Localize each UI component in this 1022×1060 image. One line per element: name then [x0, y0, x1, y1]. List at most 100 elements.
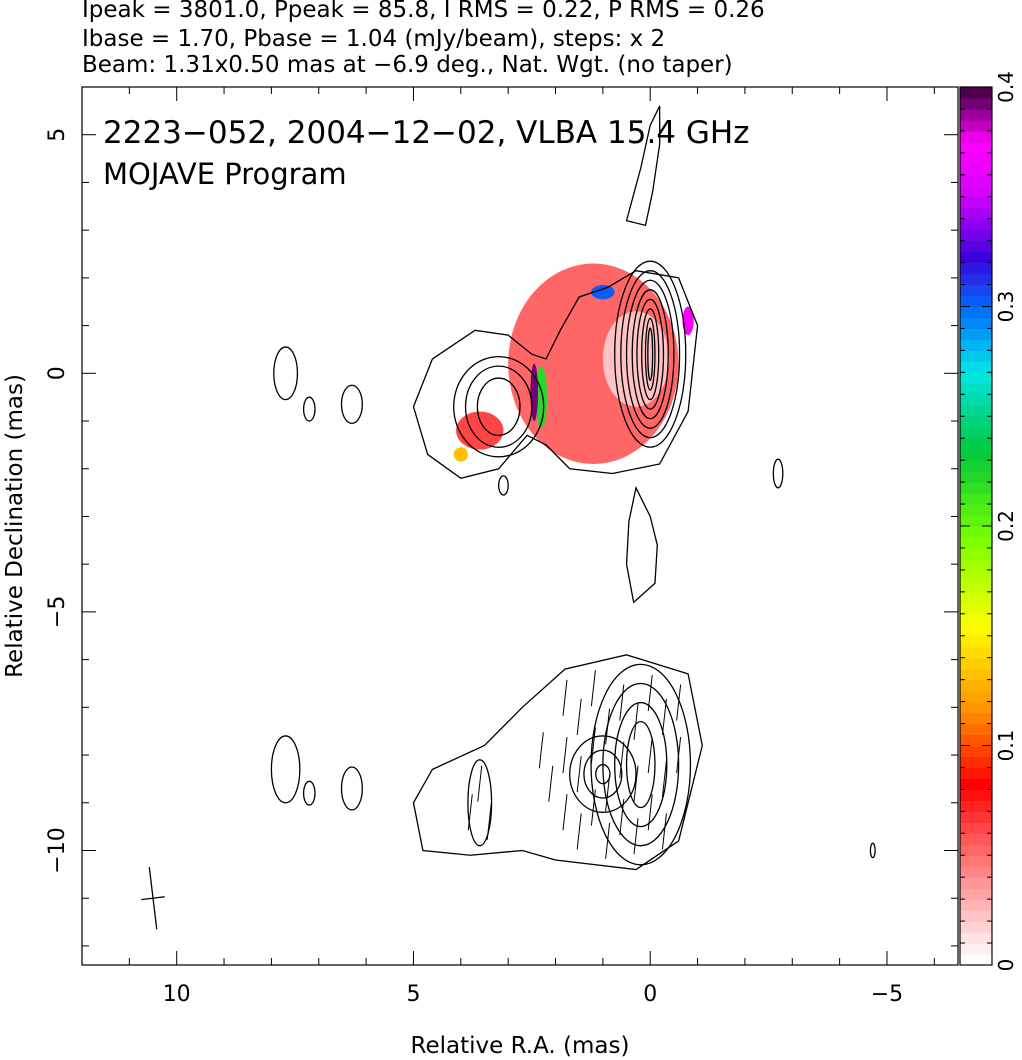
x-tick-label: 0	[643, 982, 657, 1007]
colorbar-segment	[960, 87, 992, 99]
colorbar-segment	[960, 493, 992, 505]
contour-ring	[620, 270, 681, 439]
contour-island	[340, 384, 363, 425]
colorbar-segment	[960, 449, 992, 461]
evpa-vector	[647, 736, 653, 774]
colorbar-segment	[960, 921, 992, 933]
y-axis-label: Relative Declination (mas)	[2, 374, 28, 678]
colorbar-segment	[960, 932, 992, 944]
evpa-vector	[467, 794, 473, 831]
colorbar-segment	[960, 712, 992, 725]
evpa-vector	[576, 813, 582, 850]
contour-envelope	[412, 270, 699, 479]
colorbar-segment	[960, 668, 992, 681]
colorbar-segment	[960, 328, 992, 341]
colorbar-segment	[960, 504, 992, 516]
contour-lobe	[625, 105, 661, 227]
contour-island	[772, 458, 784, 489]
evpa-vector	[661, 698, 667, 735]
evpa-vector	[647, 794, 653, 831]
evpa-vector	[633, 703, 639, 740]
colorbar-segment	[960, 163, 992, 176]
evpa-vector	[486, 803, 492, 840]
contour-ring	[625, 279, 675, 429]
evpa-vector	[676, 736, 682, 774]
x-axis-label: Relative R.A. (mas)	[411, 1033, 630, 1059]
colorbar-segment	[960, 339, 992, 351]
colorbar-segment	[960, 416, 992, 428]
evpa-vector	[647, 674, 653, 712]
evpa-vector	[619, 799, 625, 836]
x-tick-label: −5	[871, 982, 903, 1007]
colorbar-segment	[960, 954, 992, 966]
evpa-vector	[676, 684, 682, 721]
colorbar-segment	[960, 646, 992, 659]
contour-ring	[569, 735, 637, 813]
colorbar-segment	[960, 877, 992, 889]
evpa-vector-layer	[467, 670, 682, 859]
evpa-vector	[661, 760, 667, 797]
contour-ring	[644, 317, 656, 391]
evpa-vector	[661, 813, 667, 850]
contour-island	[467, 759, 493, 847]
colorbar-segment	[960, 822, 992, 834]
colorbar-segment	[960, 141, 992, 154]
colorbar-segment	[960, 756, 992, 769]
contour-ring	[631, 289, 669, 420]
evpa-vector	[590, 727, 596, 764]
plot-frame	[81, 86, 959, 966]
contour-island	[302, 780, 316, 806]
evpa-vector	[576, 756, 582, 793]
colorbar-segment	[960, 767, 992, 780]
contour-ring	[641, 308, 660, 401]
contour-ring	[614, 260, 687, 448]
evpa-vector	[605, 775, 611, 812]
colorbar-segment	[960, 427, 992, 439]
polarization-image-layer	[453, 263, 694, 464]
colorbar-segment	[960, 196, 992, 209]
colorbar-segment	[960, 240, 992, 253]
colorbar-segment	[960, 460, 992, 472]
contour-ring	[476, 377, 521, 436]
colorbar-segment	[960, 778, 992, 790]
colorbar-tick-label: 0.3	[994, 291, 1018, 323]
header-line-2: Ibase = 1.70, Pbase = 1.04 (mJy/beam), s…	[82, 26, 666, 52]
evpa-vector	[633, 765, 639, 802]
beam-marker	[141, 867, 165, 930]
evpa-vector	[576, 698, 582, 735]
evpa-vector	[562, 736, 568, 774]
contour-island	[270, 735, 301, 804]
contour-envelope	[412, 654, 703, 871]
colorbar-segment	[960, 273, 992, 286]
y-tick-label: −10	[45, 827, 70, 873]
contour-island	[498, 475, 509, 496]
colorbar-tick-label: 0.4	[994, 71, 1018, 103]
evpa-vector	[590, 789, 596, 826]
colorbar-segment	[960, 515, 992, 527]
contour-island	[869, 842, 876, 859]
evpa-vector	[605, 822, 611, 859]
colorbar-segment	[960, 97, 992, 110]
contour-lobe	[625, 485, 658, 604]
colorbar-segment	[960, 690, 992, 703]
colorbar-segment	[960, 174, 992, 187]
polarization-patch	[591, 285, 615, 300]
colorbar-segment	[960, 108, 992, 121]
colorbar-segment	[960, 119, 992, 132]
colorbar-segment	[960, 547, 992, 560]
evpa-vector	[538, 732, 544, 769]
evpa-vector	[619, 684, 625, 721]
evpa-vector	[477, 765, 483, 802]
colorbar-segment	[960, 833, 992, 845]
colorbar-segment	[960, 657, 992, 670]
contour-island	[273, 346, 299, 401]
colorbar-segment	[960, 350, 992, 362]
colorbar-segment	[960, 811, 992, 823]
contour-ring	[636, 298, 665, 410]
evpa-vector	[548, 765, 554, 802]
colorbar-segment	[960, 789, 992, 801]
contour-ring	[647, 327, 654, 382]
evpa-vector	[633, 818, 639, 855]
colorbar-segment	[960, 679, 992, 692]
